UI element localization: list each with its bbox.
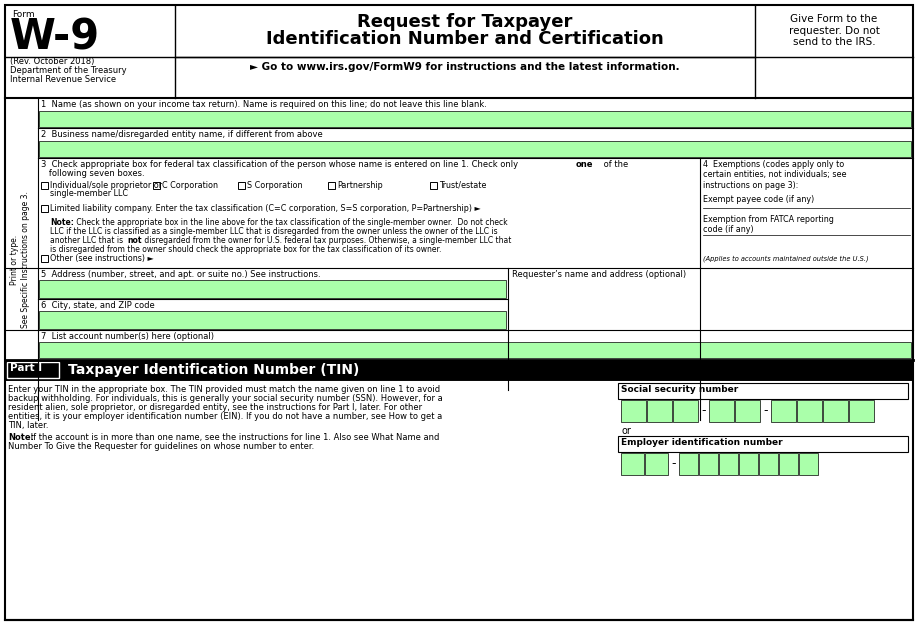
Text: disregarded from the owner for U.S. federal tax purposes. Otherwise, a single-me: disregarded from the owner for U.S. fede… (142, 236, 511, 245)
Text: Employer identification number: Employer identification number (621, 438, 783, 447)
Text: S Corporation: S Corporation (247, 181, 303, 190)
Bar (41, 182, 48, 189)
Bar (699, 453, 718, 475)
Text: Check the appropriate box in the line above for the tax classification of the si: Check the appropriate box in the line ab… (74, 218, 508, 227)
Text: 4  Exemptions (codes apply only to
certain entities, not individuals; see
instru: 4 Exemptions (codes apply only to certai… (703, 160, 846, 190)
Bar (39, 311, 506, 329)
Bar (735, 400, 760, 422)
Text: Number To Give the Requester for guidelines on whose number to enter.: Number To Give the Requester for guideli… (8, 442, 314, 451)
Text: Taxpayer Identification Number (TIN): Taxpayer Identification Number (TIN) (68, 363, 359, 377)
Text: Give Form to the
requester. Do not
send to the IRS.: Give Form to the requester. Do not send … (789, 14, 879, 48)
Bar (719, 453, 738, 475)
Text: 1  Name (as shown on your income tax return). Name is required on this line; do : 1 Name (as shown on your income tax retu… (41, 100, 487, 109)
Text: entities, it is your employer identification number (EIN). If you do not have a : entities, it is your employer identifica… (8, 412, 442, 421)
Bar (238, 182, 245, 189)
Bar (797, 400, 822, 422)
Text: Note:: Note: (50, 218, 73, 227)
Text: ► Go to www.irs.gov/FormW9 for instructions and the latest information.: ► Go to www.irs.gov/FormW9 for instructi… (251, 62, 680, 72)
Text: 3  Check appropriate box for federal tax classification of the person whose name: 3 Check appropriate box for federal tax … (41, 160, 521, 169)
Bar (621, 400, 646, 422)
Bar (771, 400, 796, 422)
Text: W-9: W-9 (10, 16, 100, 58)
Bar (39, 111, 911, 127)
Text: If the account is in more than one name, see the instructions for line 1. Also s: If the account is in more than one name,… (28, 433, 440, 442)
Text: not: not (127, 236, 141, 245)
Text: -: - (701, 404, 706, 418)
Text: Limited liability company. Enter the tax classification (C=C corporation, S=S co: Limited liability company. Enter the tax… (50, 204, 481, 213)
Text: Note:: Note: (8, 433, 34, 442)
Text: 5  Address (number, street, and apt. or suite no.) See instructions.: 5 Address (number, street, and apt. or s… (41, 270, 320, 279)
Bar (739, 453, 758, 475)
Text: one: one (576, 160, 594, 169)
Text: Identification Number and Certification: Identification Number and Certification (266, 30, 664, 48)
Bar (153, 182, 160, 189)
Text: 6  City, state, and ZIP code: 6 City, state, and ZIP code (41, 301, 155, 310)
Text: 7  List account number(s) here (optional): 7 List account number(s) here (optional) (41, 332, 214, 341)
Text: Request for Taxpayer: Request for Taxpayer (357, 13, 573, 31)
Bar (7, 362, 59, 378)
Text: C Corporation: C Corporation (162, 181, 218, 190)
Bar (618, 383, 908, 399)
Text: Partnership: Partnership (337, 181, 383, 190)
Text: Print or type.
See Specific Instructions on page 3.: Print or type. See Specific Instructions… (10, 191, 29, 329)
Text: resident alien, sole proprietor, or disregarded entity, see the instructions for: resident alien, sole proprietor, or disr… (8, 403, 422, 412)
Text: Requester’s name and address (optional): Requester’s name and address (optional) (512, 270, 686, 279)
Bar (39, 342, 911, 358)
Bar (645, 453, 668, 475)
Text: (Applies to accounts maintained outside the U.S.): (Applies to accounts maintained outside … (703, 255, 868, 262)
Text: or: or (621, 426, 631, 436)
Text: following seven boxes.: following seven boxes. (41, 169, 145, 178)
Text: -: - (763, 404, 767, 418)
Text: of the: of the (601, 160, 628, 169)
Text: single-member LLC: single-member LLC (50, 189, 128, 198)
Text: -: - (671, 458, 676, 471)
Bar (39, 141, 911, 157)
Bar (328, 182, 335, 189)
Text: LLC if the LLC is classified as a single-member LLC that is disregarded from the: LLC if the LLC is classified as a single… (50, 227, 498, 236)
Bar (647, 400, 672, 422)
Text: 2  Business name/disregarded entity name, if different from above: 2 Business name/disregarded entity name,… (41, 130, 323, 139)
Bar (779, 453, 798, 475)
Text: Trust/estate: Trust/estate (439, 181, 487, 190)
Text: Exempt payee code (if any): Exempt payee code (if any) (703, 195, 814, 204)
Bar (799, 453, 818, 475)
Text: Other (see instructions) ►: Other (see instructions) ► (50, 254, 153, 263)
Text: Social security number: Social security number (621, 385, 738, 394)
Bar (679, 453, 698, 475)
Text: Individual/sole proprietor or: Individual/sole proprietor or (50, 181, 162, 190)
Text: (Rev. October 2018): (Rev. October 2018) (10, 57, 95, 66)
Bar (621, 453, 644, 475)
Bar (41, 255, 48, 262)
Bar (430, 182, 437, 189)
Text: Form: Form (12, 10, 35, 19)
Bar (709, 400, 734, 422)
Bar (673, 400, 698, 422)
Bar (5, 360, 913, 380)
Bar (823, 400, 848, 422)
Text: is disregarded from the owner should check the appropriate box for the tax class: is disregarded from the owner should che… (50, 245, 442, 254)
Text: Exemption from FATCA reporting
code (if any): Exemption from FATCA reporting code (if … (703, 215, 834, 234)
Text: TIN, later.: TIN, later. (8, 421, 49, 430)
Bar (39, 280, 506, 298)
Bar (618, 436, 908, 452)
Text: Internal Revenue Service: Internal Revenue Service (10, 75, 116, 84)
Text: backup withholding. For individuals, this is generally your social security numb: backup withholding. For individuals, thi… (8, 394, 442, 403)
Text: another LLC that is: another LLC that is (50, 236, 126, 245)
Text: Enter your TIN in the appropriate box. The TIN provided must match the name give: Enter your TIN in the appropriate box. T… (8, 385, 440, 394)
Bar (849, 400, 874, 422)
Text: Department of the Treasury: Department of the Treasury (10, 66, 127, 75)
Text: Part I: Part I (10, 363, 42, 373)
Bar (759, 453, 778, 475)
Bar (41, 205, 48, 212)
